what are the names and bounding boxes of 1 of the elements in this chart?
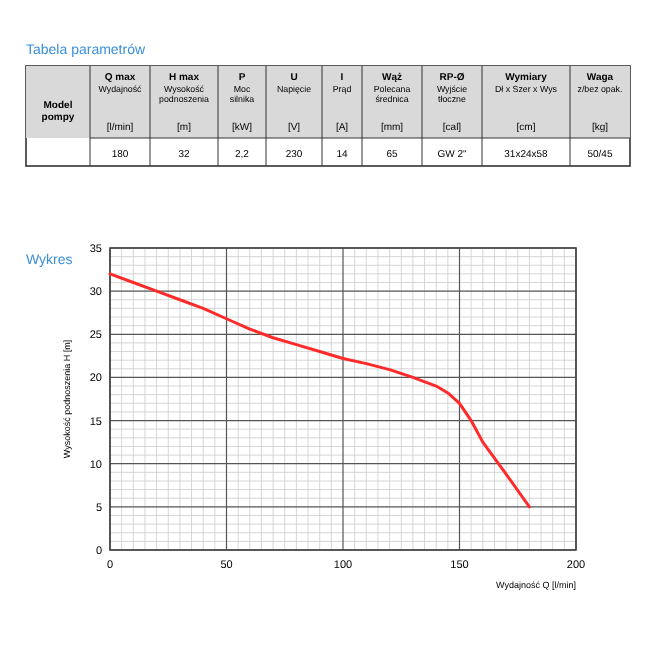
line-series xyxy=(108,272,531,509)
